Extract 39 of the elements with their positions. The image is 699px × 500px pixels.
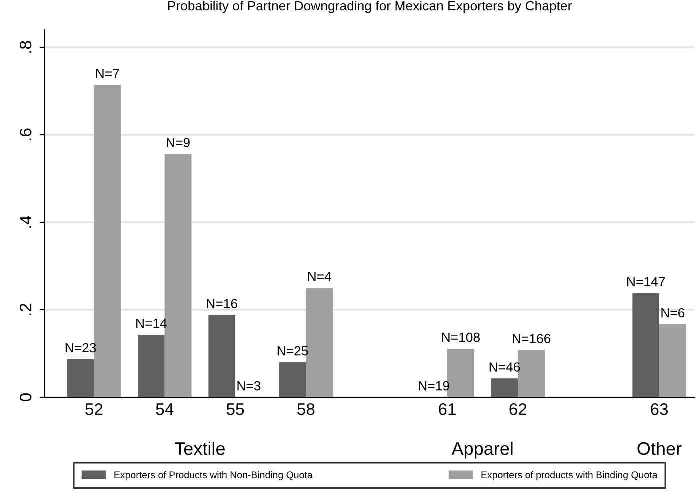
bar — [208, 315, 236, 398]
annotation: N=14 — [136, 318, 167, 328]
x-tick-label: 61 — [439, 403, 456, 416]
annotation: N=9 — [167, 138, 190, 148]
bar — [659, 324, 686, 398]
bar — [632, 293, 660, 398]
bar — [138, 334, 165, 398]
bar — [279, 362, 306, 398]
text: Other — [638, 442, 682, 456]
x-tick-label: 62 — [510, 403, 527, 416]
annotation: N=19 — [419, 381, 450, 391]
annotation: N=16 — [207, 299, 238, 308]
annotation: N=6 — [662, 308, 685, 318]
annotation: N=7 — [96, 69, 120, 78]
y-tick-label: .2 — [20, 304, 32, 316]
annotation: N=25 — [278, 346, 308, 356]
bar — [491, 378, 518, 398]
chart-title: Probability of Partner Downgrading for Mexican Exporters by Chapter — [168, 0, 572, 14]
annotation: N=23 — [66, 343, 96, 353]
legend-label: Exporters of products with Binding Quota — [482, 471, 658, 480]
x-tick-label: 54 — [156, 404, 174, 416]
x-tick-label: 52 — [86, 403, 103, 416]
annotation: N=3 — [238, 381, 261, 391]
x-tick-label: 58 — [298, 403, 315, 416]
annotation: N=166 — [513, 334, 551, 344]
y-tick-label: .8 — [20, 41, 32, 53]
x-tick-label: 55 — [226, 404, 244, 416]
legend-label: Exporters of Products with Non-Binding Quota — [114, 471, 313, 480]
annotation: N=108 — [442, 332, 480, 342]
annotation: N=46 — [490, 362, 520, 372]
annotation: N=147 — [628, 277, 666, 286]
y-tick-label: .6 — [20, 128, 32, 140]
text: Textile — [175, 442, 225, 456]
y-tick-label: 0 — [20, 394, 32, 402]
x-tick-label: 63 — [651, 403, 668, 416]
text: Apparel — [452, 442, 513, 459]
bar — [67, 359, 94, 398]
annotation: N=4 — [308, 272, 332, 282]
y-tick-label: .4 — [20, 216, 32, 228]
